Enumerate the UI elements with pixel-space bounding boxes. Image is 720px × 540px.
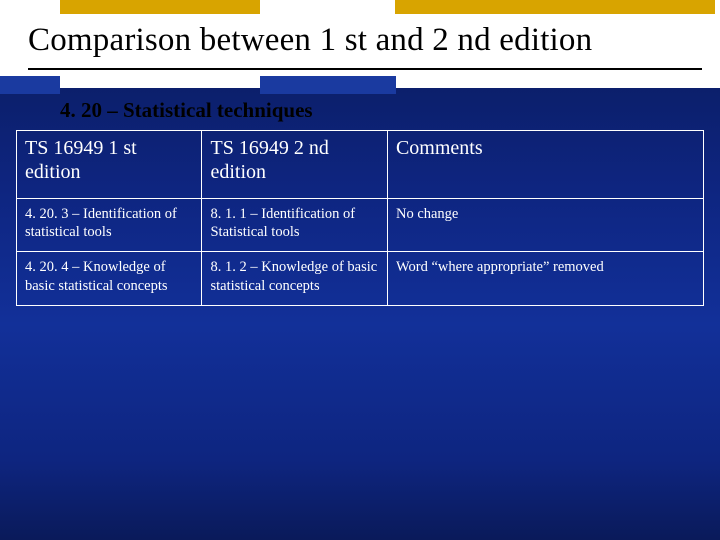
section-subtitle: 4. 20 – Statistical techniques xyxy=(60,98,313,123)
cell: 8. 1. 1 – Identification of Statistical … xyxy=(202,199,387,252)
col-header-1: TS 16949 1 st edition xyxy=(17,131,202,199)
cell: Word “where appropriate” removed xyxy=(387,252,703,305)
col-header-2: TS 16949 2 nd edition xyxy=(202,131,387,199)
blue-accent-mid xyxy=(260,76,396,94)
comparison-table-wrap: TS 16949 1 st edition TS 16949 2 nd edit… xyxy=(16,130,704,306)
table-header-row: TS 16949 1 st edition TS 16949 2 nd edit… xyxy=(17,131,704,199)
col-header-3: Comments xyxy=(387,131,703,199)
slide-title: Comparison between 1 st and 2 nd edition xyxy=(28,22,700,59)
table-row: 4. 20. 4 – Knowledge of basic statistica… xyxy=(17,252,704,305)
cell: 4. 20. 3 – Identification of statistical… xyxy=(17,199,202,252)
gold-accent-left xyxy=(60,0,260,14)
cell: No change xyxy=(387,199,703,252)
cell: 4. 20. 4 – Knowledge of basic statistica… xyxy=(17,252,202,305)
title-underline xyxy=(28,68,702,70)
table-row: 4. 20. 3 – Identification of statistical… xyxy=(17,199,704,252)
blue-accent-left xyxy=(0,76,60,94)
comparison-table: TS 16949 1 st edition TS 16949 2 nd edit… xyxy=(16,130,704,306)
gold-accent-right xyxy=(395,0,715,14)
cell: 8. 1. 2 – Knowledge of basic statistical… xyxy=(202,252,387,305)
